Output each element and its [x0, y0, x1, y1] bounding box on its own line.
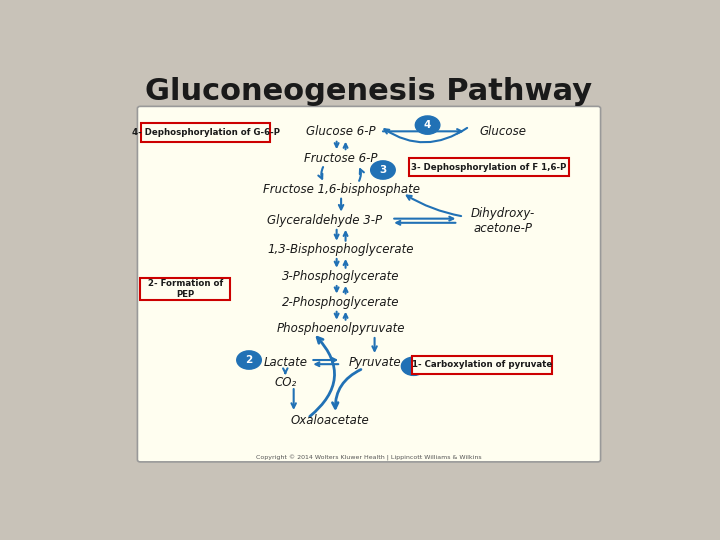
Circle shape [401, 357, 426, 375]
FancyBboxPatch shape [140, 278, 230, 300]
Text: Fructose 6-P: Fructose 6-P [305, 152, 378, 165]
Text: 1: 1 [410, 361, 418, 372]
Text: CO₂: CO₂ [274, 375, 297, 389]
Circle shape [237, 351, 261, 369]
Text: 3-Phosphoglycerate: 3-Phosphoglycerate [282, 271, 400, 284]
FancyBboxPatch shape [409, 158, 569, 176]
Text: 3: 3 [379, 165, 387, 175]
Text: 1- Carboxylation of pyruvate: 1- Carboxylation of pyruvate [412, 360, 552, 369]
Text: Fructose 1,6-bisphosphate: Fructose 1,6-bisphosphate [263, 183, 420, 196]
FancyArrowPatch shape [407, 195, 461, 216]
FancyArrowPatch shape [310, 338, 335, 416]
FancyArrowPatch shape [318, 167, 323, 179]
Text: Copyright © 2014 Wolters Kluwer Health | Lippincott Williams & Wilkins: Copyright © 2014 Wolters Kluwer Health |… [256, 455, 482, 461]
FancyArrowPatch shape [359, 169, 364, 181]
Text: 2: 2 [246, 355, 253, 365]
Text: 3- Dephosphorylation of F 1,6-P: 3- Dephosphorylation of F 1,6-P [411, 163, 567, 172]
FancyArrowPatch shape [333, 369, 361, 408]
FancyBboxPatch shape [138, 106, 600, 462]
Text: Pyruvate: Pyruvate [348, 356, 401, 369]
Text: 1,3-Bisphosphoglycerate: 1,3-Bisphosphoglycerate [268, 244, 414, 256]
Text: 4- Dephosphorylation of G-6-P: 4- Dephosphorylation of G-6-P [132, 127, 280, 137]
Text: 2-Phosphoglycerate: 2-Phosphoglycerate [282, 296, 400, 309]
Text: 4: 4 [424, 120, 431, 130]
Text: Lactate: Lactate [264, 356, 307, 369]
Circle shape [371, 161, 395, 179]
Text: Glyceraldehyde 3-P: Glyceraldehyde 3-P [267, 214, 382, 227]
Text: Dihydroxy-
acetone-P: Dihydroxy- acetone-P [471, 207, 535, 235]
Text: Phosphoenolpyruvate: Phosphoenolpyruvate [277, 322, 405, 335]
FancyArrowPatch shape [384, 128, 467, 143]
Text: 2- Formation of
PEP: 2- Formation of PEP [148, 279, 222, 299]
Text: Oxaloacetate: Oxaloacetate [291, 414, 369, 427]
Text: Glucose: Glucose [480, 125, 526, 138]
Text: Glucose 6-P: Glucose 6-P [306, 125, 376, 138]
FancyBboxPatch shape [141, 123, 270, 141]
Text: Gluconeogenesis Pathway: Gluconeogenesis Pathway [145, 77, 593, 106]
FancyBboxPatch shape [412, 356, 552, 374]
Circle shape [415, 116, 440, 134]
